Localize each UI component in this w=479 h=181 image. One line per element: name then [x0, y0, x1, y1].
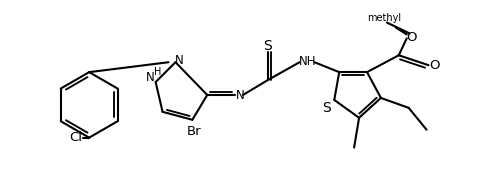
Text: S: S	[263, 39, 272, 53]
Text: Br: Br	[187, 125, 202, 138]
Text: N: N	[146, 71, 155, 84]
Text: O: O	[406, 31, 417, 44]
Text: N: N	[236, 89, 244, 102]
Text: NH: NH	[299, 55, 316, 68]
Text: S: S	[322, 101, 331, 115]
Text: Cl: Cl	[69, 131, 82, 144]
Text: H: H	[154, 67, 161, 77]
Text: O: O	[429, 59, 440, 72]
Text: N: N	[175, 54, 184, 67]
Text: methyl: methyl	[367, 12, 401, 23]
